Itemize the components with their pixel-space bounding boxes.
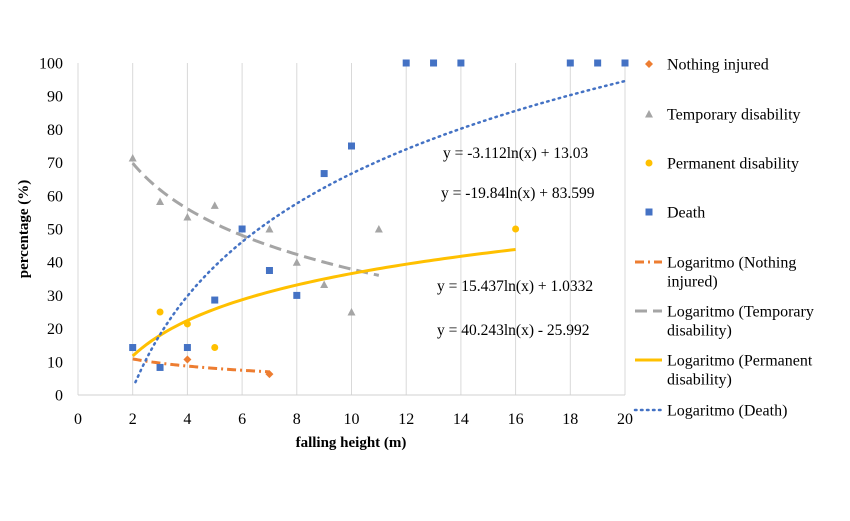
x-tick-label-14: 14: [453, 411, 469, 428]
point-death-x14: [457, 59, 465, 67]
equation-logaritmo-temporary-disability: y = -19.84ln(x) + 83.599: [441, 185, 595, 202]
point-death-x5: [211, 296, 219, 304]
legend-label-logaritmo-nothing-injured-line-1: Logaritmo (Nothing: [667, 255, 796, 272]
point-permanent-disability-x5: [211, 344, 219, 352]
point-temporary-disability-x9: [320, 280, 329, 288]
point-permanent-disability-x4: [183, 320, 191, 328]
point-death-x6: [238, 225, 246, 233]
point-death-x2: [129, 344, 137, 352]
x-axis-title: falling height (m): [296, 435, 407, 451]
equation-logaritmo-permanent-disability: y = 15.437ln(x) + 1.0332: [437, 278, 593, 295]
legend-label-logaritmo-nothing-injured-line-2: injured): [667, 274, 718, 291]
y-axis-title: percentage (%): [16, 180, 32, 278]
trendlines: [131, 79, 627, 384]
point-temporary-disability-x8: [292, 258, 301, 266]
point-nothing-injured-x4: [183, 355, 192, 364]
legend-label-nothing-injured: Nothing injured: [667, 57, 769, 74]
point-death-x7: [265, 267, 273, 274]
legend-label-logaritmo-death-line-1: Logaritmo (Death): [667, 403, 787, 420]
point-death-x19: [594, 59, 602, 67]
y-tick-label-80: 80: [47, 122, 63, 139]
point-temporary-disability-x5: [210, 201, 219, 209]
y-tick-label-0: 0: [55, 388, 63, 405]
legend-label-death: Death: [667, 205, 705, 222]
x-tick-label-10: 10: [344, 411, 360, 428]
legend-marker-nothing-injured: [645, 60, 653, 68]
x-tick-label-16: 16: [508, 411, 524, 428]
point-death-x9: [320, 170, 328, 178]
point-death-x3: [156, 363, 164, 371]
point-death-x12: [402, 59, 410, 67]
x-tick-label-0: 0: [74, 411, 82, 428]
point-permanent-disability-x16: [512, 225, 520, 233]
x-tick-label-2: 2: [129, 411, 137, 428]
legend-label-permanent-disability: Permanent disability: [667, 156, 799, 173]
point-death-x10: [348, 142, 355, 150]
legend-marker-temporary-disability: [645, 110, 653, 118]
point-temporary-disability-x7: [265, 225, 274, 233]
point-death-x20: [621, 59, 629, 67]
x-tick-labels: 0 2 4 6 8 10 12 14 16 18 20: [74, 411, 633, 428]
legend-label-logaritmo-temporary-disability-line-1: Logaritmo (Temporary: [667, 304, 814, 321]
y-tick-label-100: 100: [39, 56, 63, 73]
point-nothing-injured-x7: [265, 370, 274, 379]
legend-label-temporary-disability: Temporary disability: [667, 107, 801, 124]
legend-label-logaritmo-permanent-disability-line-2: disability): [667, 372, 732, 389]
y-tick-label-10: 10: [47, 354, 63, 371]
grid-lines: [77, 63, 626, 395]
point-temporary-disability-x10: [347, 308, 356, 316]
y-tick-label-30: 30: [47, 288, 63, 305]
x-tick-label-6: 6: [238, 411, 246, 428]
trendline-equations: y = -3.112ln(x) + 13.03 y = -19.84ln(x) +…: [437, 145, 595, 339]
point-death-x18: [566, 59, 574, 67]
equation-logaritmo-death: y = 40.243ln(x) - 25.992: [437, 322, 590, 339]
point-death-x13: [430, 59, 438, 67]
y-tick-label-90: 90: [47, 89, 63, 106]
legend-label-logaritmo-temporary-disability-line-2: disability): [667, 323, 732, 340]
trendline-logaritmo-nothing-injured: [132, 357, 270, 374]
y-tick-label-70: 70: [47, 155, 63, 172]
point-temporary-disability-x4: [183, 213, 192, 221]
x-tick-label-18: 18: [562, 411, 578, 428]
x-tick-label-8: 8: [293, 411, 301, 428]
point-temporary-disability-x3: [156, 197, 165, 205]
equation-logaritmo-nothing-injured: y = -3.112ln(x) + 13.03: [443, 145, 588, 162]
y-tick-label-40: 40: [47, 255, 63, 272]
point-temporary-disability-x2: [128, 153, 137, 162]
legend-marker-death: [645, 208, 653, 216]
trendline-logaritmo-permanent-disability: [131, 247, 516, 358]
y-tick-label-50: 50: [47, 222, 63, 239]
y-tick-label-20: 20: [47, 321, 63, 338]
data-points: [128, 59, 629, 379]
legend-label-logaritmo-permanent-disability-line-1: Logaritmo (Permanent: [667, 353, 813, 370]
point-death-x8: [293, 291, 301, 299]
point-temporary-disability-x11: [374, 225, 383, 233]
x-tick-label-20: 20: [617, 411, 633, 428]
y-tick-labels: 0 10 20 30 40 50 60 70 80 90 100: [39, 56, 63, 405]
point-permanent-disability-x3: [156, 308, 164, 316]
x-tick-label-12: 12: [398, 411, 414, 428]
legend: Nothing injured Temporary disability Perma…: [633, 57, 814, 420]
trendline-logaritmo-death: [134, 79, 627, 384]
trendline-logaritmo-temporary-disability: [131, 162, 380, 277]
x-tick-label-4: 4: [183, 411, 191, 428]
y-tick-label-60: 60: [47, 188, 63, 205]
point-death-x4: [183, 344, 191, 352]
legend-marker-permanent-disability: [645, 159, 653, 167]
